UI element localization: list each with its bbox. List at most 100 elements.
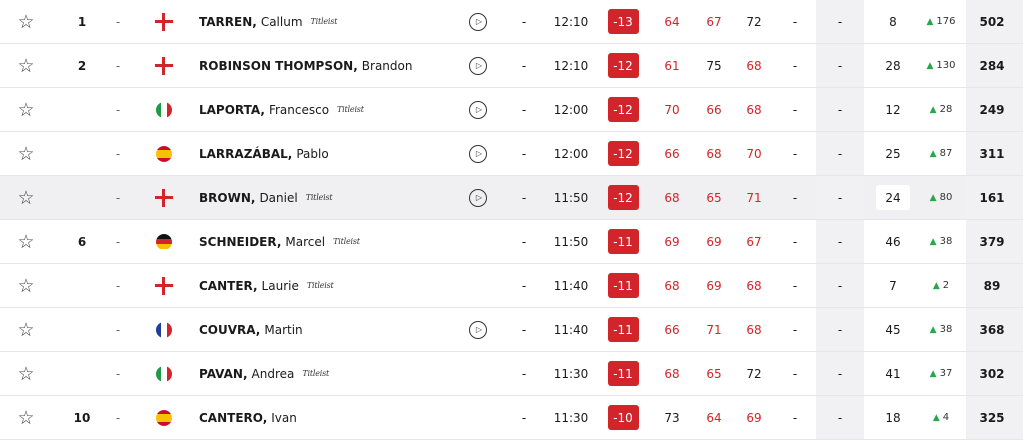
play-video-icon[interactable]: ▷ bbox=[469, 100, 487, 119]
play-video-icon[interactable]: ▷ bbox=[469, 320, 487, 339]
country-flag-icon bbox=[150, 44, 178, 87]
ranking-value: 41 bbox=[876, 361, 910, 386]
points: 502 bbox=[979, 14, 1005, 29]
favourite-star-icon[interactable]: ☆ bbox=[17, 318, 35, 341]
position-move: - bbox=[115, 366, 121, 381]
leaderboard-row[interactable]: ☆ - BROWN, Daniel Titleist ▷ - 11:50 -12… bbox=[0, 176, 1023, 220]
total-score: - bbox=[837, 146, 843, 161]
favourite-star-icon[interactable]: ☆ bbox=[17, 186, 35, 209]
play-video-icon[interactable]: ▷ bbox=[469, 144, 487, 163]
tee-time: 11:40 bbox=[553, 278, 589, 293]
ranking: 12 bbox=[876, 88, 910, 131]
tee-time: 12:00 bbox=[553, 102, 589, 117]
round3-score: 69 bbox=[746, 410, 762, 425]
total-score: - bbox=[837, 322, 843, 337]
player-name[interactable]: COUVRA, Martin bbox=[199, 308, 459, 351]
favourite-star-icon[interactable]: ☆ bbox=[17, 10, 35, 33]
total-score: - bbox=[837, 234, 843, 249]
country-flag-icon bbox=[150, 308, 178, 351]
tee-time: 11:40 bbox=[553, 322, 589, 337]
country-flag-icon bbox=[150, 264, 178, 307]
score: -11 bbox=[607, 308, 639, 351]
country-flag-icon bbox=[150, 132, 178, 175]
thru: - bbox=[521, 366, 527, 381]
play-video-icon[interactable]: ▷ bbox=[469, 56, 487, 75]
england-flag-icon bbox=[155, 12, 173, 31]
round4-score: - bbox=[792, 410, 798, 425]
leaderboard-row[interactable]: ☆ 2 - ROBINSON THOMPSON, Brandon ▷ - 12:… bbox=[0, 44, 1023, 88]
round2-score: 68 bbox=[706, 146, 722, 161]
sponsor-logo: Titleist bbox=[305, 193, 333, 202]
leaderboard-row[interactable]: ☆ - LARRAZÁBAL, Pablo ▷ - 12:00 -12 66 6… bbox=[0, 132, 1023, 176]
leaderboard-row[interactable]: ☆ - COUVRA, Martin ▷ - 11:40 -11 66 71 6… bbox=[0, 308, 1023, 352]
favourite-star-icon[interactable]: ☆ bbox=[17, 98, 35, 121]
player-name[interactable]: TARREN, Callum Titleist bbox=[199, 0, 459, 43]
arrow-up-icon: ▲ bbox=[932, 412, 940, 423]
position-move: - bbox=[115, 234, 121, 249]
germany-flag-icon bbox=[156, 233, 172, 250]
player-name[interactable]: BROWN, Daniel Titleist bbox=[199, 176, 459, 219]
ranking-value: 7 bbox=[876, 273, 910, 298]
tee-time: 11:50 bbox=[553, 234, 589, 249]
leaderboard-row[interactable]: ☆ 1 - TARREN, Callum Titleist ▷ - 12:10 … bbox=[0, 0, 1023, 44]
total-score: - bbox=[837, 58, 843, 73]
player-name[interactable]: SCHNEIDER, Marcel Titleist bbox=[199, 220, 459, 263]
spain-flag-icon bbox=[156, 409, 172, 426]
score: -11 bbox=[607, 352, 639, 395]
country-flag-icon bbox=[150, 88, 178, 131]
leaderboard-row[interactable]: ☆ 10 - CANTERO, Ivan - 11:30 -10 73 64 6… bbox=[0, 396, 1023, 440]
position: 1 bbox=[77, 14, 87, 29]
play-video-slot: ▷ bbox=[465, 88, 491, 131]
leaderboard-row[interactable]: ☆ - PAVAN, Andrea Titleist - 11:30 -11 6… bbox=[0, 352, 1023, 396]
leaderboard-row[interactable]: ☆ - LAPORTA, Francesco Titleist ▷ - 12:0… bbox=[0, 88, 1023, 132]
ranking-value: 8 bbox=[876, 9, 910, 34]
play-video-icon[interactable]: ▷ bbox=[469, 12, 487, 31]
ranking-move-value: 38 bbox=[939, 236, 953, 247]
leaderboard-row[interactable]: ☆ 6 - SCHNEIDER, Marcel Titleist - 11:50… bbox=[0, 220, 1023, 264]
favourite-star-icon[interactable]: ☆ bbox=[17, 406, 35, 429]
ranking-value: 24 bbox=[876, 185, 910, 210]
points-column-bg bbox=[966, 176, 1023, 219]
play-video-icon[interactable]: ▷ bbox=[469, 188, 487, 207]
score-badge: -11 bbox=[607, 273, 639, 298]
favourite-star-icon[interactable]: ☆ bbox=[17, 230, 35, 253]
player-name[interactable]: LAPORTA, Francesco Titleist bbox=[199, 88, 459, 131]
total-score: - bbox=[837, 410, 843, 425]
ranking-move: ▲ 28 bbox=[920, 88, 962, 131]
player-last-name: COUVRA, bbox=[199, 322, 261, 337]
country-flag-icon bbox=[150, 396, 178, 439]
france-flag-icon bbox=[156, 321, 172, 338]
player-name[interactable]: LARRAZÁBAL, Pablo bbox=[199, 132, 459, 175]
player-name[interactable]: CANTERO, Ivan bbox=[199, 396, 459, 439]
favourite-star-icon[interactable]: ☆ bbox=[17, 142, 35, 165]
round4-score: - bbox=[792, 146, 798, 161]
total-score: - bbox=[837, 102, 843, 117]
total-score: - bbox=[837, 278, 843, 293]
player-first-name: Marcel bbox=[285, 234, 326, 249]
player-name[interactable]: CANTER, Laurie Titleist bbox=[199, 264, 459, 307]
play-video-slot: ▷ bbox=[465, 0, 491, 43]
round1-score: 68 bbox=[664, 366, 680, 381]
play-video-slot bbox=[465, 352, 491, 395]
thru: - bbox=[521, 58, 527, 73]
round4-column-bg bbox=[816, 44, 864, 87]
round4-score: - bbox=[792, 58, 798, 73]
favourite-star-icon[interactable]: ☆ bbox=[17, 54, 35, 77]
position: 6 bbox=[77, 234, 87, 249]
leaderboard-row[interactable]: ☆ - CANTER, Laurie Titleist - 11:40 -11 … bbox=[0, 264, 1023, 308]
player-name[interactable]: ROBINSON THOMPSON, Brandon bbox=[199, 44, 459, 87]
player-last-name: LAPORTA, bbox=[199, 102, 265, 117]
favourite-star-icon[interactable]: ☆ bbox=[17, 362, 35, 385]
country-flag-icon bbox=[150, 220, 178, 263]
tee-time: 12:10 bbox=[553, 14, 589, 29]
player-first-name: Pablo bbox=[296, 146, 329, 161]
thru: - bbox=[521, 14, 527, 29]
points: 379 bbox=[979, 234, 1005, 249]
round3-score: 70 bbox=[746, 146, 762, 161]
tee-time: 12:00 bbox=[553, 146, 589, 161]
points: 249 bbox=[979, 102, 1005, 117]
round1-score: 64 bbox=[664, 14, 680, 29]
score: -12 bbox=[607, 88, 639, 131]
player-name[interactable]: PAVAN, Andrea Titleist bbox=[199, 352, 459, 395]
favourite-star-icon[interactable]: ☆ bbox=[17, 274, 35, 297]
